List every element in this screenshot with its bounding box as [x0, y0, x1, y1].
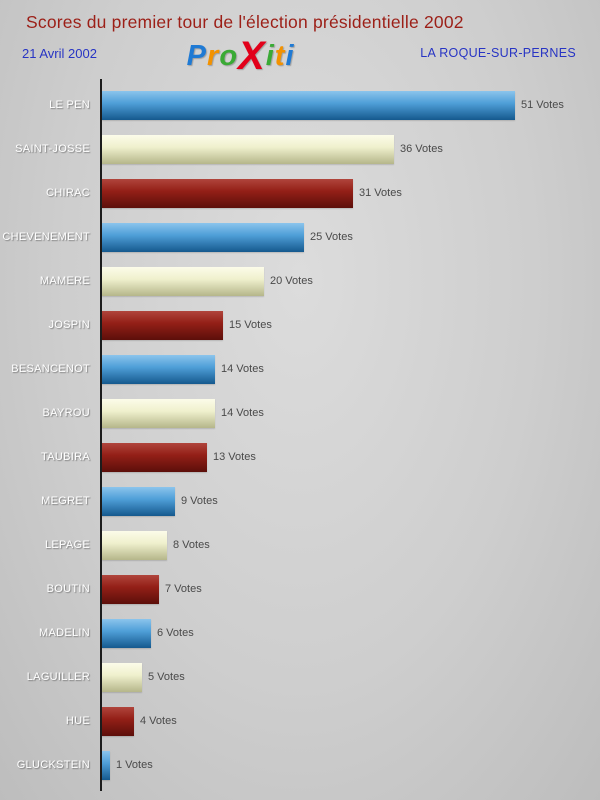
logo-letter: t	[274, 40, 286, 72]
category-label: BESANCENOT	[11, 363, 90, 375]
bar-row: LE PEN 51 Votes	[0, 83, 600, 127]
bar-row: HUE 4 Votes	[0, 699, 600, 743]
bar-row: MAMERE 20 Votes	[0, 259, 600, 303]
category-label: TAUBIRA	[41, 451, 90, 463]
bar-row: JOSPIN 15 Votes	[0, 303, 600, 347]
category-label: HUE	[65, 715, 90, 727]
bar	[102, 530, 167, 560]
bar	[102, 90, 515, 120]
bar-row: BOUTIN 7 Votes	[0, 567, 600, 611]
category-label: LE PEN	[49, 99, 90, 111]
bar	[102, 398, 215, 428]
logo-letter: o	[219, 40, 239, 72]
chart-header: Scores du premier tour de l'élection pré…	[0, 0, 600, 79]
value-label: 7 Votes	[165, 583, 202, 595]
bar	[102, 222, 304, 252]
value-label: 6 Votes	[157, 627, 194, 639]
bar-row: BAYROU 14 Votes	[0, 391, 600, 435]
value-label: 8 Votes	[173, 539, 210, 551]
bar-row: LEPAGE 8 Votes	[0, 523, 600, 567]
bar	[102, 618, 151, 648]
bar-row: MADELIN 6 Votes	[0, 611, 600, 655]
category-label: LAGUILLER	[26, 671, 90, 683]
category-label: CHIRAC	[46, 187, 90, 199]
header-subrow: 21 Avril 2002 ProXiti LA ROQUE-SUR-PERNE…	[0, 33, 600, 79]
logo-letter: X	[238, 34, 266, 78]
logo-letter: P	[186, 40, 208, 72]
value-label: 51 Votes	[521, 99, 564, 111]
category-label: BAYROU	[42, 407, 90, 419]
bar-row: GLUCKSTEIN 1 Votes	[0, 743, 600, 787]
category-label: LEPAGE	[44, 539, 90, 551]
bar-chart: LE PEN 51 Votes SAINT-JOSSE 36 Votes CHIRAC 3…	[0, 79, 600, 791]
bar	[102, 178, 353, 208]
bar-row: MEGRET 9 Votes	[0, 479, 600, 523]
category-label: CHEVENEMENT	[2, 231, 90, 243]
value-label: 1 Votes	[116, 759, 153, 771]
logo-letter: i	[285, 40, 295, 72]
page-title: Scores du premier tour de l'élection pré…	[26, 12, 464, 32]
value-label: 5 Votes	[148, 671, 185, 683]
date-label: 21 Avril 2002	[22, 46, 97, 61]
bar-row: LAGUILLER 5 Votes	[0, 655, 600, 699]
category-label: SAINT-JOSSE	[15, 143, 90, 155]
value-label: 36 Votes	[400, 143, 443, 155]
bar-row: TAUBIRA 13 Votes	[0, 435, 600, 479]
category-label: MAMERE	[39, 275, 90, 287]
category-label: JOSPIN	[48, 319, 90, 331]
value-label: 25 Votes	[310, 231, 353, 243]
bar	[102, 442, 207, 472]
bar	[102, 266, 264, 296]
bar	[102, 310, 223, 340]
bar-row: SAINT-JOSSE 36 Votes	[0, 127, 600, 171]
category-label: MEGRET	[41, 495, 90, 507]
value-label: 31 Votes	[359, 187, 402, 199]
bar	[102, 486, 175, 516]
bar	[102, 750, 110, 780]
bar-row: CHEVENEMENT 25 Votes	[0, 215, 600, 259]
proxiti-logo: ProXiti	[186, 36, 295, 76]
value-label: 9 Votes	[181, 495, 218, 507]
logo-letter: r	[207, 40, 220, 72]
category-label: GLUCKSTEIN	[16, 759, 90, 771]
value-label: 14 Votes	[221, 407, 264, 419]
bar	[102, 354, 215, 384]
location-label: LA ROQUE-SUR-PERNES	[420, 46, 576, 60]
bar-row: CHIRAC 31 Votes	[0, 171, 600, 215]
bar-row: BESANCENOT 14 Votes	[0, 347, 600, 391]
logo-letter: i	[265, 40, 275, 72]
bar	[102, 706, 134, 736]
value-label: 15 Votes	[229, 319, 272, 331]
value-label: 13 Votes	[213, 451, 256, 463]
y-axis-line	[100, 79, 102, 791]
bar	[102, 574, 159, 604]
category-label: MADELIN	[39, 627, 90, 639]
bar	[102, 134, 394, 164]
bar	[102, 662, 142, 692]
category-label: BOUTIN	[46, 583, 90, 595]
value-label: 14 Votes	[221, 363, 264, 375]
value-label: 4 Votes	[140, 715, 177, 727]
value-label: 20 Votes	[270, 275, 313, 287]
